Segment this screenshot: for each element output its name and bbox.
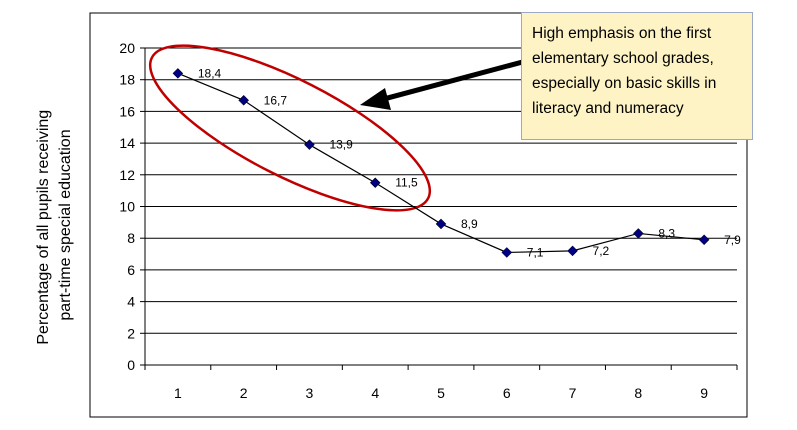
data-point — [238, 94, 250, 106]
y-tick-label: 14 — [119, 135, 135, 151]
annotation-line-4: literacy and numeracy — [532, 100, 684, 117]
data-label: 7,1 — [527, 245, 544, 259]
annotation-line-1: High emphasis on the first — [532, 25, 712, 42]
data-point — [369, 177, 381, 189]
data-labels: 18,4 16,7 13,9 11,5 8,9 7,1 7,2 8,3 7,9 — [198, 66, 741, 259]
data-label: 16,7 — [264, 93, 288, 107]
y-tick-label: 6 — [127, 262, 135, 278]
data-point — [632, 228, 644, 239]
data-point — [172, 68, 184, 79]
annotation-callout: High emphasis on the first elementary sc… — [521, 12, 753, 140]
data-label: 8,3 — [658, 226, 675, 240]
highlight-ellipse — [148, 44, 432, 212]
y-tick-label: 10 — [119, 199, 135, 215]
x-tick-label: 7 — [569, 385, 577, 401]
x-tick-label: 1 — [174, 385, 182, 401]
x-tick-label: 9 — [700, 385, 708, 401]
y-tick-labels: 0 2 4 6 8 10 12 14 16 18 20 — [119, 40, 135, 373]
y-tick-label: 8 — [127, 230, 135, 246]
data-label: 7,9 — [724, 233, 741, 247]
y-axis-label: Percentage of all pupils receiving part-… — [35, 105, 74, 344]
y-axis-label-line-2: part-time special education — [57, 129, 74, 320]
annotation-line-3: especially on basic skills in — [532, 75, 717, 92]
data-point — [435, 218, 447, 230]
data-markers — [172, 68, 710, 258]
callout-arrow — [360, 57, 531, 110]
x-tick-label: 5 — [437, 385, 445, 401]
y-tick-label: 4 — [127, 294, 135, 310]
x-tick-label: 6 — [503, 385, 511, 401]
axes — [140, 47, 738, 370]
data-point — [567, 245, 578, 257]
y-tick-label: 12 — [119, 167, 135, 183]
y-tick-label: 20 — [119, 40, 135, 56]
y-tick-label: 16 — [119, 103, 135, 119]
data-point — [698, 234, 710, 246]
x-tick-label: 8 — [634, 385, 642, 401]
data-point — [304, 139, 315, 151]
y-axis-label-line-1: Percentage of all pupils receiving — [35, 110, 52, 345]
y-tick-label: 18 — [119, 72, 135, 88]
y-tick-label: 0 — [127, 357, 135, 373]
data-label: 18,4 — [198, 66, 222, 80]
x-tick-label: 2 — [240, 385, 248, 401]
data-label: 11,5 — [395, 176, 418, 190]
data-label: 7,2 — [593, 244, 610, 258]
x-tick-label: 3 — [306, 385, 314, 401]
data-label: 8,9 — [461, 217, 478, 231]
x-tick-label: 4 — [371, 385, 379, 401]
gridlines — [145, 47, 737, 334]
x-tick-labels: 1 2 3 4 5 6 7 8 9 — [174, 385, 708, 401]
data-label: 13,9 — [329, 138, 353, 152]
y-tick-label: 2 — [127, 325, 135, 341]
annotation-line-2: elementary school grades, — [532, 50, 714, 67]
data-point — [501, 247, 513, 258]
